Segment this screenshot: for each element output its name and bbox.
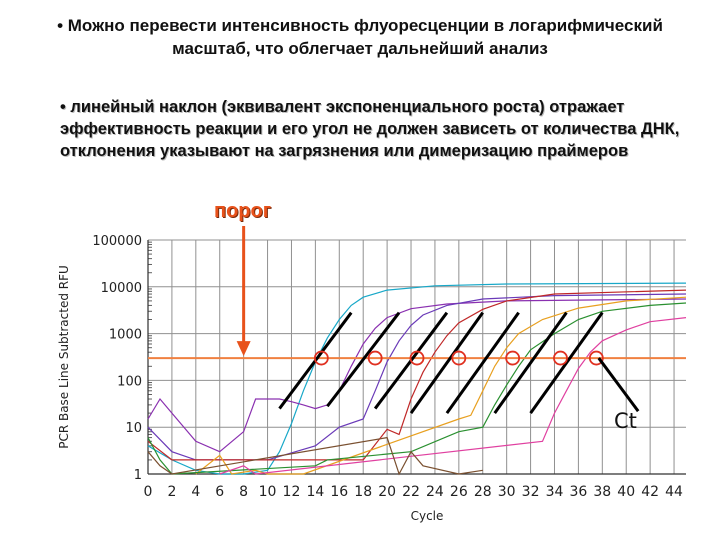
x-tick-label: 8: [239, 484, 248, 500]
x-tick-label: 24: [426, 484, 444, 500]
amplification-curve-1: [147, 282, 687, 475]
ct-circle: [505, 350, 521, 366]
y-tick-label: 100: [117, 374, 142, 389]
x-tick-label: 14: [306, 484, 324, 500]
x-tick-label: 28: [474, 484, 492, 500]
slope-line: [493, 311, 568, 414]
y-axis-label: PCR Base Line Subtracted RFU: [57, 265, 71, 449]
x-tick-label: 10: [259, 484, 277, 500]
x-axis-label: Cycle: [411, 509, 444, 523]
x-tick-label: 6: [215, 484, 224, 500]
x-tick-label: 44: [665, 484, 683, 500]
x-tick-label: 34: [546, 484, 564, 500]
amplification-curve-8: [147, 436, 483, 476]
bullet-text-2: • линейный наклон (эквивалент экспоненци…: [60, 98, 680, 160]
slope-line: [409, 311, 484, 414]
x-tick-label: 0: [144, 484, 153, 500]
x-tick-label: 40: [617, 484, 635, 500]
amplification-curve-6: [147, 302, 687, 475]
slope-line: [445, 311, 520, 414]
amplification-curve-5: [195, 296, 687, 475]
y-tick-label: 1000: [109, 328, 142, 343]
x-tick-label: 42: [641, 484, 659, 500]
amplification-curve-7: [219, 317, 687, 475]
ct-label: Ct: [614, 409, 637, 433]
y-tick-label: 1: [134, 468, 142, 483]
ct-circle: [313, 350, 329, 366]
amplification-curve-4: [147, 289, 687, 461]
ct-pointer-line: [597, 357, 640, 413]
slope-line: [326, 311, 401, 408]
threshold-label: порог: [214, 200, 272, 222]
y-tick-label: 10000: [101, 281, 142, 296]
x-tick-label: 32: [522, 484, 540, 500]
x-tick-label: 16: [330, 484, 348, 500]
x-tick-label: 22: [402, 484, 420, 500]
ct-circle: [367, 350, 383, 366]
x-tick-label: 26: [450, 484, 468, 500]
ct-circle: [451, 350, 467, 366]
y-tick-label: 10: [125, 421, 142, 436]
ct-circle: [588, 350, 604, 366]
x-tick-label: 18: [354, 484, 372, 500]
x-tick-label: 30: [498, 484, 516, 500]
threshold-arrow-head: [236, 341, 251, 357]
x-tick-label: 2: [167, 484, 176, 500]
amplification-curve-2: [147, 298, 687, 453]
y-tick-label: 100000: [92, 234, 142, 249]
bullet-text-1: • Можно перевести интенсивность флуоресц…: [57, 16, 663, 58]
ct-circle: [553, 350, 568, 366]
x-tick-label: 38: [593, 484, 611, 500]
plot-area: [148, 240, 686, 474]
x-tick-label: 4: [191, 484, 200, 500]
ct-circle: [409, 350, 425, 366]
x-tick-label: 36: [569, 484, 587, 500]
slope-line: [529, 311, 604, 414]
x-tick-label: 20: [378, 484, 396, 500]
x-tick-label: 12: [283, 484, 301, 500]
